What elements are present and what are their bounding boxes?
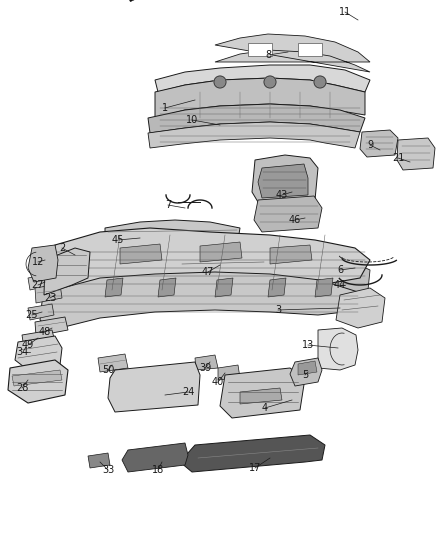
Text: 12: 12 (32, 257, 44, 267)
Circle shape (214, 76, 226, 88)
Text: 34: 34 (16, 347, 28, 357)
Polygon shape (336, 288, 385, 328)
Circle shape (314, 76, 326, 88)
Text: 17: 17 (249, 463, 261, 473)
Polygon shape (44, 248, 90, 295)
Circle shape (264, 76, 276, 88)
Polygon shape (148, 104, 365, 133)
Text: 18: 18 (152, 465, 164, 475)
Polygon shape (8, 360, 68, 403)
Polygon shape (240, 388, 282, 404)
Polygon shape (215, 34, 370, 72)
Polygon shape (200, 242, 242, 262)
Polygon shape (98, 354, 128, 372)
Text: 33: 33 (102, 465, 114, 475)
Polygon shape (252, 155, 318, 205)
Polygon shape (35, 317, 68, 336)
Text: 1: 1 (162, 103, 168, 113)
Polygon shape (290, 358, 322, 386)
Polygon shape (220, 368, 305, 418)
Polygon shape (105, 220, 240, 242)
Polygon shape (218, 365, 240, 380)
Text: 11: 11 (339, 7, 351, 17)
Text: 28: 28 (16, 383, 28, 393)
Polygon shape (90, 0, 141, 2)
Polygon shape (180, 435, 325, 472)
Text: 8: 8 (265, 50, 271, 60)
Polygon shape (360, 130, 398, 157)
Polygon shape (35, 284, 62, 303)
Text: 43: 43 (276, 190, 288, 200)
Text: 21: 21 (392, 153, 404, 163)
Text: 50: 50 (102, 365, 114, 375)
Text: 49: 49 (22, 340, 34, 350)
Polygon shape (155, 65, 370, 92)
Polygon shape (118, 381, 190, 390)
Text: 45: 45 (112, 235, 124, 245)
Text: 48: 48 (39, 327, 51, 337)
Polygon shape (158, 278, 176, 297)
Text: 27: 27 (32, 280, 44, 290)
Polygon shape (298, 43, 322, 56)
Text: 2: 2 (59, 243, 65, 253)
Polygon shape (45, 228, 370, 308)
Text: 5: 5 (302, 370, 308, 380)
Text: 3: 3 (275, 305, 281, 315)
Polygon shape (122, 443, 188, 472)
Text: 47: 47 (202, 267, 214, 277)
Text: 7: 7 (165, 200, 171, 210)
Polygon shape (248, 43, 272, 56)
Polygon shape (155, 78, 365, 118)
Polygon shape (28, 245, 58, 282)
Text: 24: 24 (182, 387, 194, 397)
Polygon shape (118, 372, 190, 381)
Text: 23: 23 (44, 293, 56, 303)
Polygon shape (270, 245, 312, 264)
Text: 44: 44 (334, 280, 346, 290)
Polygon shape (107, 234, 118, 246)
Text: 6: 6 (337, 265, 343, 275)
Polygon shape (318, 263, 370, 295)
Polygon shape (268, 278, 286, 297)
Text: 46: 46 (289, 215, 301, 225)
Polygon shape (118, 390, 190, 399)
Text: 25: 25 (26, 310, 38, 320)
Text: 40: 40 (212, 377, 224, 387)
Polygon shape (28, 274, 52, 290)
Text: 39: 39 (199, 363, 211, 373)
Polygon shape (298, 361, 317, 375)
Polygon shape (120, 244, 162, 264)
Polygon shape (12, 370, 62, 386)
Text: 10: 10 (186, 115, 198, 125)
Polygon shape (88, 453, 110, 468)
Polygon shape (105, 278, 123, 297)
Text: 13: 13 (302, 340, 314, 350)
Polygon shape (22, 330, 55, 348)
Text: 4: 4 (262, 403, 268, 413)
Polygon shape (175, 252, 268, 278)
Polygon shape (118, 399, 190, 408)
Polygon shape (15, 336, 62, 370)
Polygon shape (318, 328, 358, 370)
Polygon shape (108, 362, 200, 412)
Polygon shape (215, 278, 233, 297)
Polygon shape (148, 122, 360, 148)
Polygon shape (195, 355, 218, 370)
Polygon shape (254, 196, 322, 232)
Polygon shape (315, 278, 333, 297)
Text: 9: 9 (367, 140, 373, 150)
Polygon shape (40, 272, 362, 330)
Polygon shape (258, 164, 308, 198)
Polygon shape (28, 304, 54, 320)
Polygon shape (397, 138, 435, 170)
